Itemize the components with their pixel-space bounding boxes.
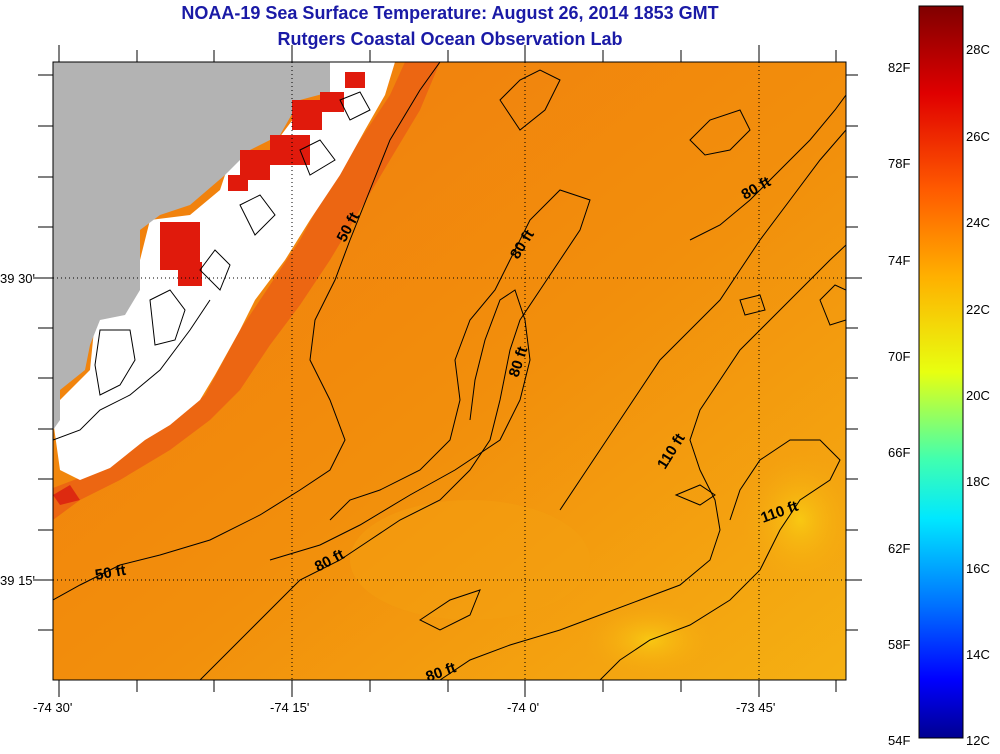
colorbar-label-c: 20C — [966, 388, 990, 403]
colorbar-label-f: 66F — [888, 445, 911, 460]
y-tick-label: 39 30' — [0, 271, 36, 286]
colorbar-label-c: 28C — [966, 42, 990, 57]
colorbar-label-c: 16C — [966, 561, 990, 576]
colorbar-label-f: 70F — [888, 349, 911, 364]
colorbar-label-f: 54F — [888, 733, 911, 748]
y-tick-label: 39 15' — [0, 573, 36, 588]
warm-spot — [53, 485, 80, 505]
lat-lon-grid — [53, 62, 846, 680]
colorbar-label-c: 26C — [966, 129, 990, 144]
sst-map: 50 ft 80 ft 80 ft 80 ft 110 ft 110 ft 50… — [53, 62, 846, 680]
colorbar-label-c: 14C — [966, 647, 990, 662]
colorbar-label-f: 74F — [888, 253, 911, 268]
colorbar-label-f: 62F — [888, 541, 911, 556]
colorbar-label-f: 82F — [888, 60, 911, 75]
x-tick-label: -74 30' — [33, 700, 73, 715]
warm-coastal-band — [53, 62, 440, 520]
x-tick-label: -74 0' — [507, 700, 540, 715]
colorbar-label-f: 78F — [888, 156, 911, 171]
map-title: NOAA-19 Sea Surface Temperature: August … — [181, 3, 719, 23]
colorbar-label-c: 12C — [966, 733, 990, 748]
cool-water-patch — [350, 500, 590, 620]
colorbar-label-c: 24C — [966, 215, 990, 230]
coastline — [53, 91, 371, 441]
land — [53, 62, 330, 430]
x-tick-label: -74 15' — [270, 700, 310, 715]
contour-label: 50 ft — [94, 562, 127, 584]
axis-ticks — [33, 45, 862, 697]
map-frame — [52, 61, 847, 681]
map-subtitle: Rutgers Coastal Ocean Observation Lab — [277, 29, 623, 49]
colorbar-label-c: 22C — [966, 302, 990, 317]
cloud-mask — [53, 62, 395, 480]
bathymetry-contours — [53, 62, 846, 680]
colorbar-label-c: 18C — [966, 474, 990, 489]
colorbar-label-f: 58F — [888, 637, 911, 652]
x-tick-label: -73 45' — [736, 700, 776, 715]
cool-water-patch — [740, 450, 846, 590]
colorbar — [918, 5, 964, 739]
warm-shore-pixels — [160, 72, 365, 286]
